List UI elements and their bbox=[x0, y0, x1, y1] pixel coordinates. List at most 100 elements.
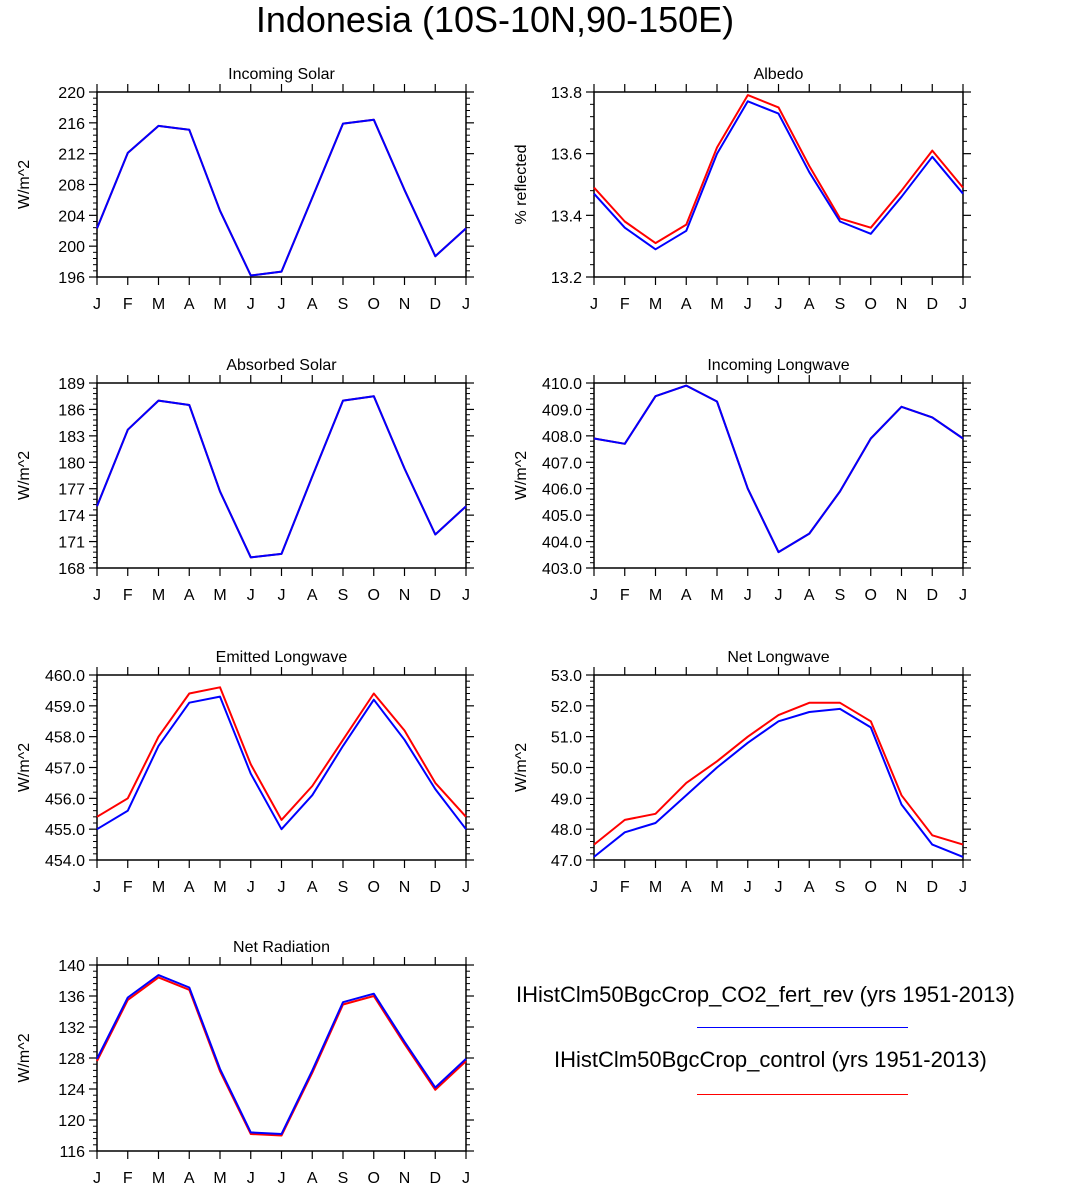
x-tick-label: S bbox=[338, 879, 349, 896]
y-tick-label: 189 bbox=[58, 376, 85, 393]
series-line-control bbox=[593, 94, 964, 245]
x-tick-label: D bbox=[429, 1170, 441, 1187]
x-tick-label: A bbox=[804, 587, 815, 604]
x-tick-label: A bbox=[681, 296, 692, 313]
x-tick-label: N bbox=[896, 296, 908, 313]
y-tick-label: 47.0 bbox=[551, 853, 582, 870]
y-tick-label: 50.0 bbox=[551, 761, 582, 778]
y-tick-label: 168 bbox=[58, 561, 85, 578]
x-tick-label: N bbox=[896, 587, 908, 604]
series-line-control bbox=[593, 384, 964, 554]
y-tick-label: 183 bbox=[58, 429, 85, 446]
series-line-co2-fert-rev bbox=[96, 695, 467, 831]
x-tick-label: J bbox=[744, 587, 752, 604]
x-tick-label: M bbox=[213, 1170, 226, 1187]
x-tick-label: M bbox=[213, 587, 226, 604]
y-tick-label: 406.0 bbox=[542, 482, 582, 499]
x-tick-label: J bbox=[247, 879, 255, 896]
y-tick-label: 410.0 bbox=[542, 376, 582, 393]
x-tick-label: J bbox=[278, 587, 286, 604]
x-tick-label: O bbox=[865, 587, 877, 604]
y-tick-label: 174 bbox=[58, 508, 85, 525]
x-tick-label: N bbox=[399, 587, 411, 604]
y-tick-label: 186 bbox=[58, 402, 85, 419]
series-line-co2-fert-rev bbox=[593, 100, 964, 251]
x-tick-label: J bbox=[93, 1170, 101, 1187]
x-tick-label: A bbox=[184, 296, 195, 313]
y-tick-label: 409.0 bbox=[542, 402, 582, 419]
y-tick-label: 212 bbox=[58, 147, 85, 164]
x-tick-label: O bbox=[368, 296, 380, 313]
x-tick-label: A bbox=[184, 587, 195, 604]
series-line-co2-fert-rev bbox=[593, 384, 964, 554]
y-tick-label: 51.0 bbox=[551, 730, 582, 747]
x-tick-label: J bbox=[959, 879, 967, 896]
y-tick-label: 220 bbox=[58, 85, 85, 102]
plot-frame bbox=[96, 382, 467, 569]
x-tick-label: O bbox=[368, 879, 380, 896]
x-tick-label: D bbox=[926, 879, 938, 896]
y-tick-label: 132 bbox=[58, 1020, 85, 1037]
x-tick-label: D bbox=[429, 879, 441, 896]
plot-frame bbox=[593, 382, 964, 569]
x-tick-label: N bbox=[399, 296, 411, 313]
x-tick-label: M bbox=[213, 879, 226, 896]
x-tick-label: F bbox=[123, 587, 133, 604]
x-tick-label: J bbox=[590, 587, 598, 604]
y-tick-label: 13.2 bbox=[551, 270, 582, 287]
y-tick-label: 52.0 bbox=[551, 699, 582, 716]
y-tick-label: 405.0 bbox=[542, 508, 582, 525]
x-tick-label: O bbox=[865, 296, 877, 313]
x-tick-label: J bbox=[93, 587, 101, 604]
y-tick-label: 404.0 bbox=[542, 535, 582, 552]
x-tick-label: J bbox=[278, 1170, 286, 1187]
x-tick-label: S bbox=[835, 879, 846, 896]
y-tick-label: 459.0 bbox=[45, 699, 85, 716]
x-tick-label: J bbox=[775, 296, 783, 313]
panel-title: Incoming Solar bbox=[228, 66, 335, 83]
x-tick-label: N bbox=[896, 879, 908, 896]
x-tick-label: A bbox=[184, 1170, 195, 1187]
x-tick-label: J bbox=[247, 587, 255, 604]
panel-title: Albedo bbox=[754, 66, 804, 83]
plot-frame bbox=[593, 91, 964, 278]
x-tick-label: J bbox=[462, 1170, 470, 1187]
x-tick-label: A bbox=[307, 879, 318, 896]
x-tick-label: N bbox=[399, 1170, 411, 1187]
x-tick-label: J bbox=[462, 587, 470, 604]
series-line-control bbox=[96, 686, 467, 821]
y-tick-label: 48.0 bbox=[551, 822, 582, 839]
y-tick-label: 128 bbox=[58, 1051, 85, 1068]
series-line-co2-fert-rev bbox=[96, 395, 467, 559]
y-tick-label: 457.0 bbox=[45, 761, 85, 778]
chart-panel-1: 196 200 204 208 212 216 220 J F M A M J J A S O N D J Incomi… bbox=[16, 66, 474, 313]
legend-line-co2-fert-rev bbox=[697, 1027, 908, 1028]
x-tick-label: F bbox=[620, 879, 630, 896]
chart-panel-5: 454.0 455.0 456.0 457.0 458.0 459.0 460.0 J F M A M… bbox=[16, 649, 474, 896]
panel-title: Net Radiation bbox=[233, 939, 330, 956]
y-axis-label: W/m^2 bbox=[513, 743, 530, 792]
x-tick-label: M bbox=[649, 296, 662, 313]
y-tick-label: 460.0 bbox=[45, 668, 85, 685]
legend-label-co2-fert-rev: IHistClm50BgcCrop_CO2_fert_rev (yrs 1951… bbox=[516, 982, 1015, 1007]
x-tick-label: D bbox=[429, 296, 441, 313]
y-axis-label: W/m^2 bbox=[513, 451, 530, 500]
y-tick-label: 200 bbox=[58, 239, 85, 256]
series-line-control bbox=[96, 118, 467, 277]
y-tick-label: 124 bbox=[58, 1082, 85, 1099]
panel-title: Incoming Longwave bbox=[707, 357, 849, 374]
series-line-control bbox=[96, 395, 467, 559]
y-axis-label: W/m^2 bbox=[16, 160, 33, 209]
x-tick-label: A bbox=[681, 879, 692, 896]
x-tick-label: J bbox=[590, 296, 598, 313]
y-tick-label: 407.0 bbox=[542, 455, 582, 472]
x-tick-label: F bbox=[123, 296, 133, 313]
y-tick-label: 403.0 bbox=[542, 561, 582, 578]
x-tick-label: J bbox=[278, 879, 286, 896]
y-tick-label: 13.4 bbox=[551, 208, 582, 225]
y-tick-label: 116 bbox=[59, 1144, 85, 1161]
chart-panel-4: 403.0 404.0 405.0 406.0 407.0 408.0 409.0 410.0… bbox=[513, 357, 971, 604]
panel-title: Absorbed Solar bbox=[226, 357, 337, 374]
series-line-control bbox=[96, 976, 467, 1137]
